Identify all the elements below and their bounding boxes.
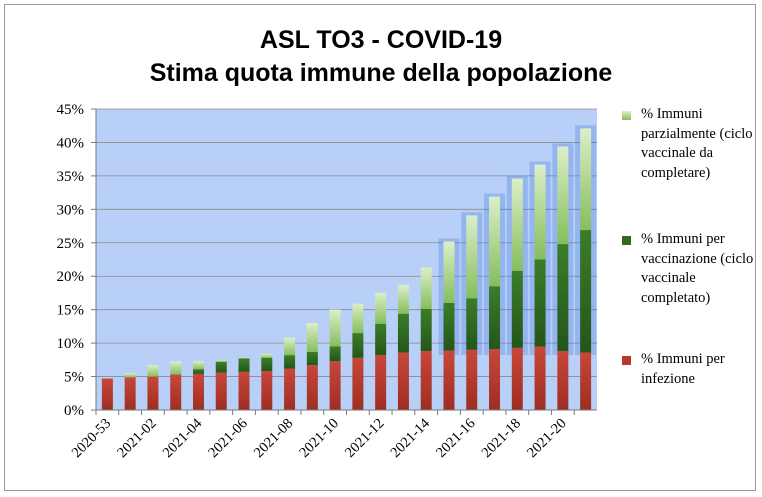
bar-infection: [511, 347, 523, 410]
bar-infection: [170, 374, 182, 410]
chart-title-line-1: ASL TO3 - COVID-19: [259, 26, 503, 54]
bar-infection: [420, 351, 432, 410]
y-tick-label: 35%: [57, 169, 85, 185]
x-tick-label: 2021-12: [342, 416, 387, 461]
bar-infection: [306, 365, 318, 410]
chart-title-line-2: Stima quota immune della popolazione: [149, 59, 613, 87]
bar-infection: [534, 346, 546, 410]
bar-vaccination: [192, 369, 204, 374]
bar-partial: [511, 178, 523, 271]
bar-vaccination: [443, 302, 455, 351]
y-tick-label: 25%: [57, 236, 85, 252]
bar-vaccination: [352, 333, 364, 358]
bar-partial: [534, 164, 546, 260]
bar-partial: [329, 309, 341, 347]
bar-vaccination: [284, 355, 296, 369]
legend-swatch-vaccination: [622, 236, 631, 245]
bar-vaccination: [215, 361, 227, 373]
legend-label-vaccination: % Immuni per vaccinazione (ciclo vaccina…: [641, 231, 754, 306]
bar-partial: [420, 267, 432, 309]
y-tick-label: 45%: [57, 102, 85, 118]
y-tick-label: 30%: [57, 202, 85, 218]
x-tick-label: 2021-14: [388, 415, 434, 461]
bar-vaccination: [489, 286, 501, 350]
bar-infection: [101, 378, 113, 410]
bar-infection: [580, 352, 592, 410]
bar-infection: [397, 352, 409, 410]
bar-vaccination: [580, 230, 592, 353]
bar-vaccination: [375, 323, 387, 356]
x-tick-label: 2021-04: [160, 415, 206, 461]
legend-swatch-infection: [622, 356, 631, 365]
bar-infection: [352, 357, 364, 410]
x-tick-label: 2021-10: [296, 416, 341, 461]
legend-label-infection: % Immuni per infezione: [641, 351, 725, 387]
bar-partial: [352, 303, 364, 334]
bar-infection: [124, 377, 136, 410]
bar-partial: [192, 361, 204, 370]
bar-partial: [215, 359, 227, 362]
bar-partial: [375, 292, 387, 324]
y-tick-label: 0%: [64, 403, 84, 419]
bar-infection: [329, 361, 341, 410]
bar-partial: [147, 365, 159, 377]
y-tick-label: 40%: [57, 135, 85, 151]
bar-vaccination: [397, 313, 409, 353]
bar-partial: [238, 357, 250, 359]
bar-infection: [557, 351, 569, 410]
bar-vaccination: [306, 351, 318, 366]
bar-vaccination: [329, 346, 341, 362]
y-tick-label: 10%: [57, 336, 85, 352]
bar-vaccination: [557, 244, 569, 352]
x-tick-label: 2021-08: [251, 416, 296, 461]
y-tick-label: 15%: [57, 303, 85, 319]
bar-partial: [466, 215, 478, 299]
bar-partial: [443, 241, 455, 303]
x-tick-label: 2020-53: [69, 416, 114, 461]
legend-swatch-partial: [622, 111, 631, 120]
bar-infection: [375, 355, 387, 410]
bar-partial: [489, 196, 501, 287]
bar-vaccination: [511, 270, 523, 348]
bar-vaccination: [238, 358, 250, 372]
x-tick-label: 2021-18: [479, 416, 524, 461]
x-tick-label: 2021-20: [524, 416, 569, 461]
bar-infection: [238, 371, 250, 410]
bar-vaccination: [466, 298, 478, 350]
bar-vaccination: [420, 308, 432, 352]
x-tick-label: 2021-02: [114, 416, 159, 461]
bar-infection: [261, 371, 273, 410]
bar-infection: [489, 349, 501, 410]
bar-partial: [580, 128, 592, 231]
bar-vaccination: [261, 357, 273, 372]
bar-vaccination: [534, 259, 546, 347]
bar-partial: [170, 361, 182, 375]
bar-partial: [397, 284, 409, 314]
bar-partial: [261, 353, 273, 358]
legend-label-partial: % Immuni parzialmente (ciclo vaccinale d…: [641, 106, 753, 181]
bar-infection: [284, 368, 296, 410]
bar-infection: [215, 372, 227, 410]
bar-infection: [147, 376, 159, 410]
bar-partial: [284, 337, 296, 356]
bar-infection: [443, 350, 455, 410]
y-tick-label: 20%: [57, 269, 85, 285]
bar-partial: [124, 373, 136, 378]
x-tick-label: 2021-06: [205, 416, 250, 461]
chart-title: ASL TO3 - COVID-19 Stima quota immune de…: [0, 24, 762, 90]
bar-infection: [192, 373, 204, 410]
bar-partial: [306, 323, 318, 352]
x-tick-label: 2021-16: [433, 416, 478, 461]
bar-infection: [466, 349, 478, 410]
bar-partial: [557, 146, 569, 245]
y-tick-label: 5%: [64, 370, 84, 386]
